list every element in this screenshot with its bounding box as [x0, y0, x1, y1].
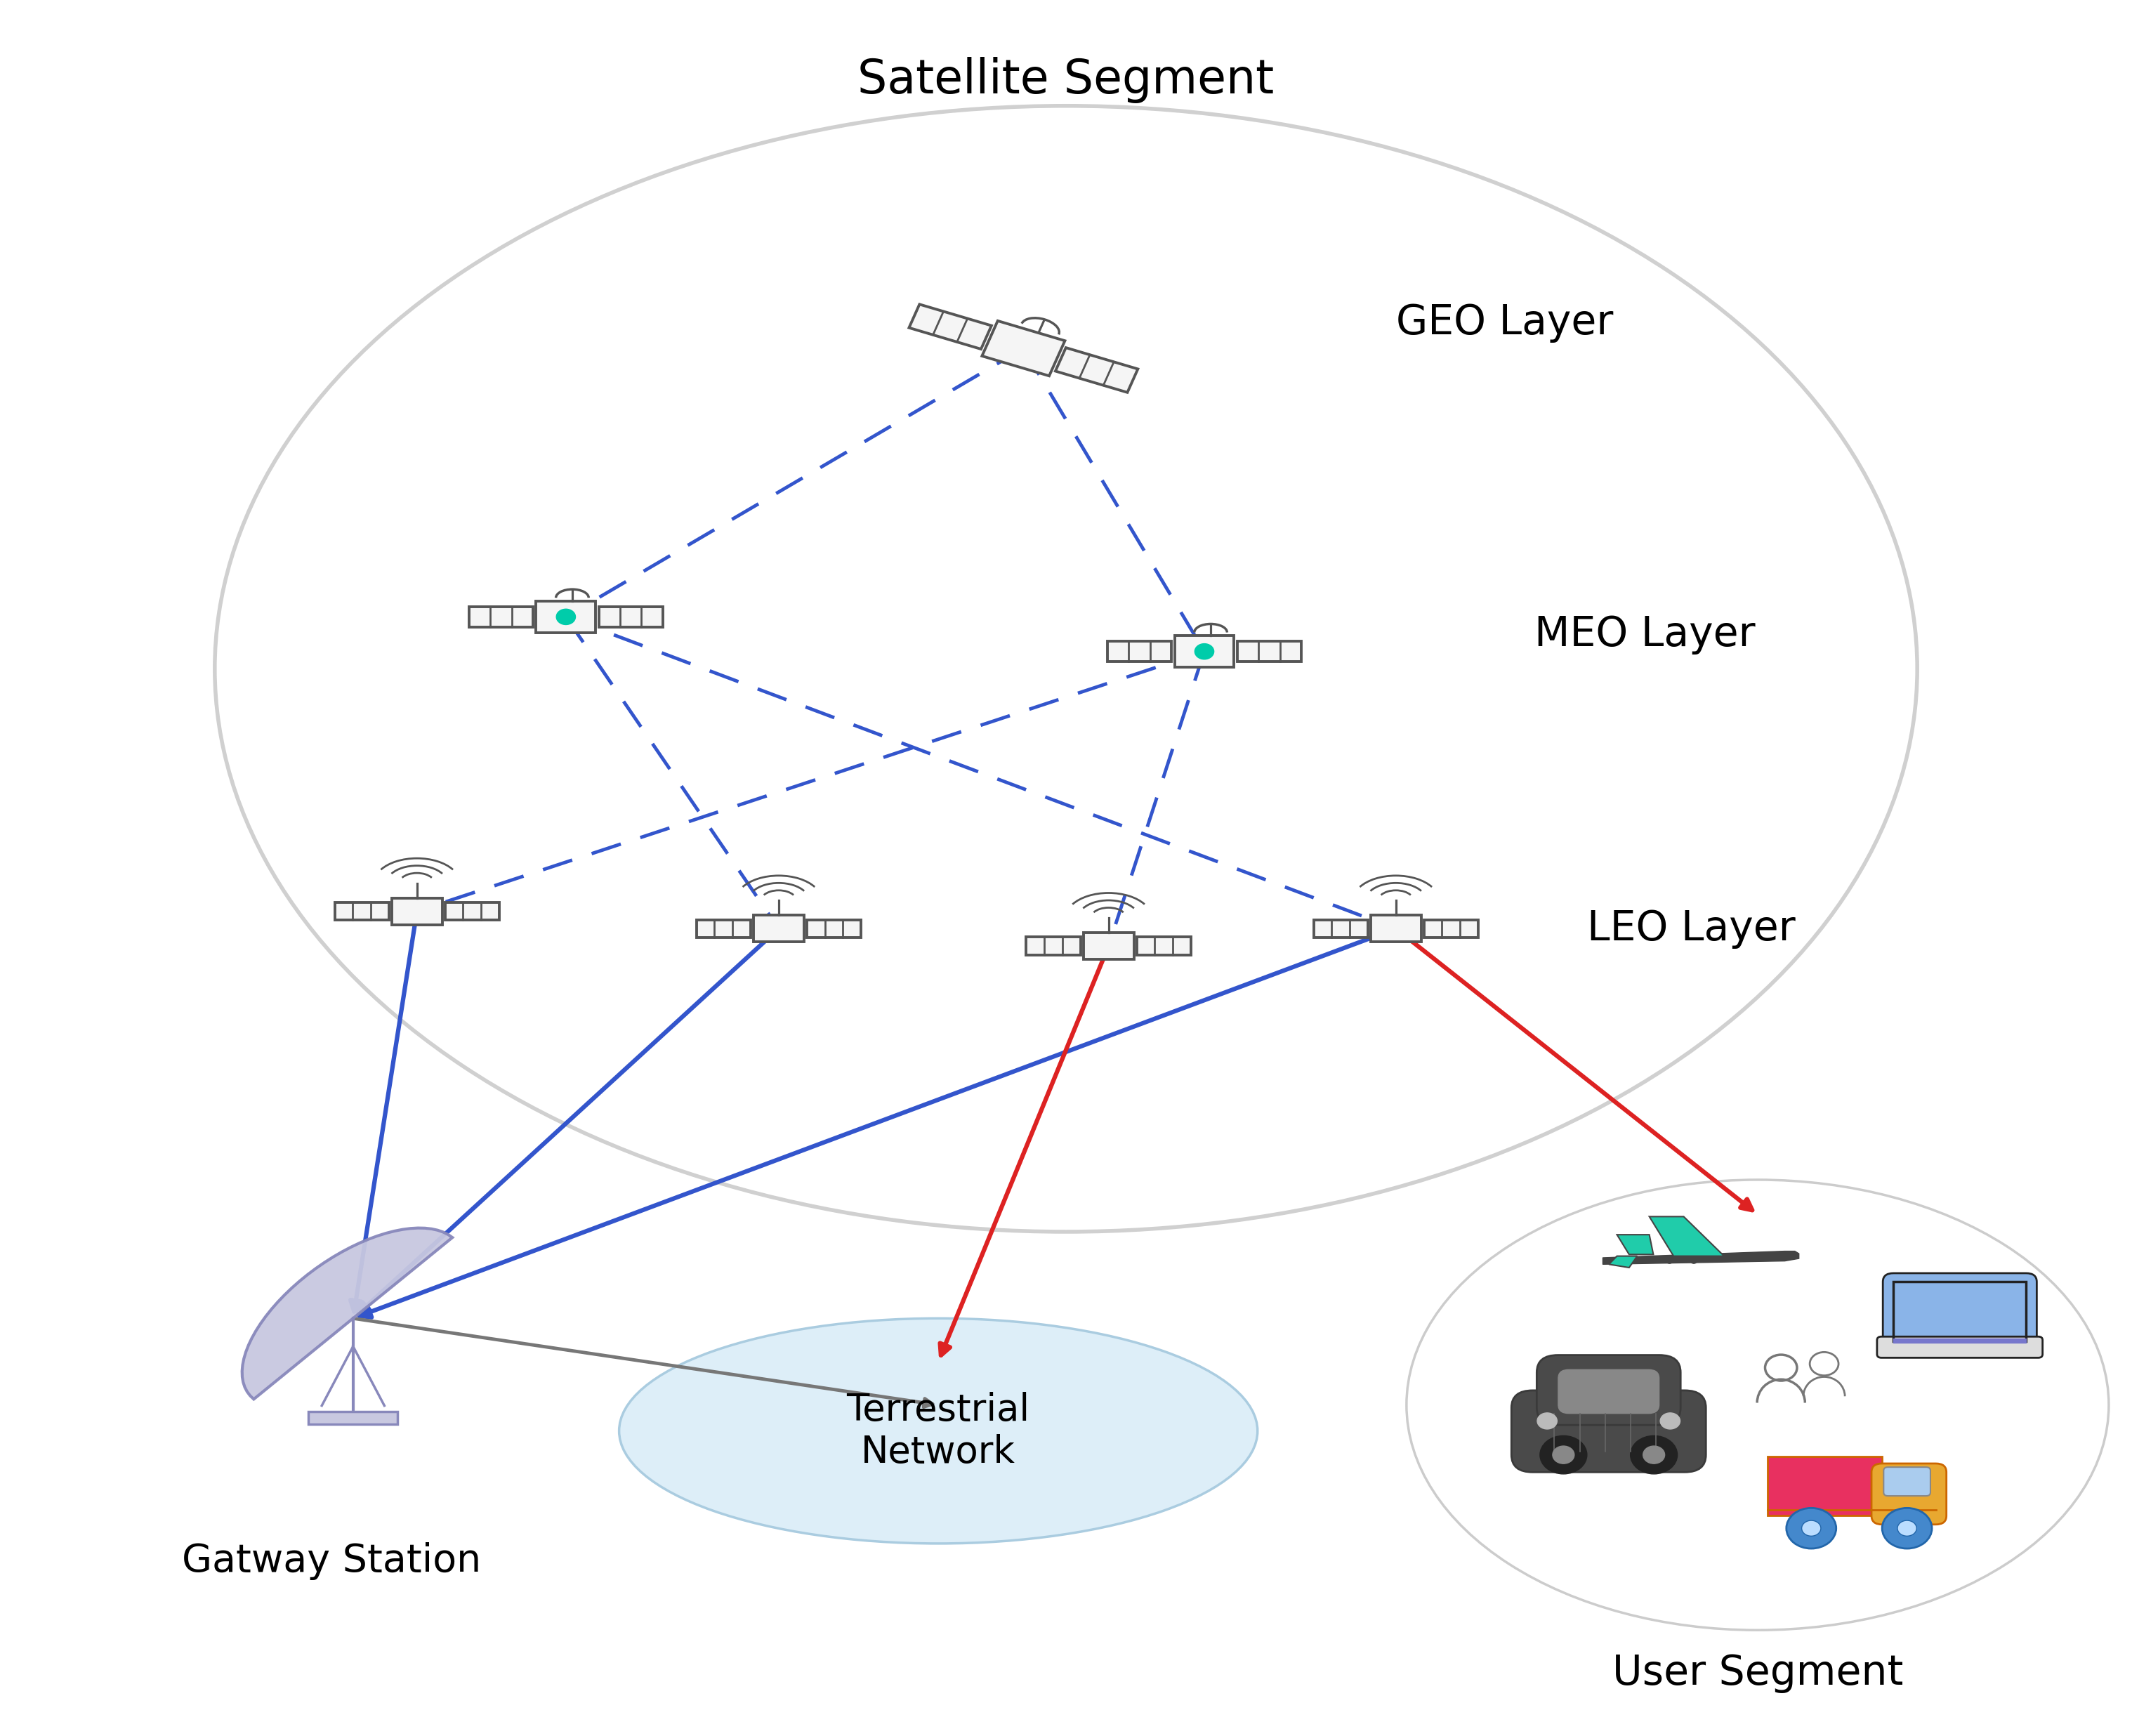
Polygon shape	[243, 1227, 452, 1399]
Polygon shape	[753, 915, 804, 943]
Polygon shape	[599, 606, 663, 627]
Circle shape	[1802, 1521, 1821, 1536]
Polygon shape	[1107, 641, 1170, 661]
Polygon shape	[1055, 347, 1138, 392]
Circle shape	[1883, 1509, 1932, 1549]
Circle shape	[1539, 1436, 1586, 1474]
Polygon shape	[1371, 915, 1422, 943]
Polygon shape	[535, 601, 595, 632]
Text: GEO Layer: GEO Layer	[1396, 302, 1614, 342]
Polygon shape	[1650, 1217, 1725, 1257]
Text: Terrestrial
Network: Terrestrial Network	[846, 1392, 1030, 1470]
Polygon shape	[806, 920, 861, 937]
Polygon shape	[469, 606, 533, 627]
Circle shape	[1194, 644, 1213, 660]
Circle shape	[1644, 1446, 1665, 1463]
Polygon shape	[1083, 932, 1134, 960]
Polygon shape	[446, 903, 499, 920]
Circle shape	[1661, 1413, 1680, 1429]
FancyBboxPatch shape	[1512, 1391, 1706, 1472]
FancyBboxPatch shape	[1883, 1272, 2036, 1351]
Text: Satellite Segment: Satellite Segment	[857, 57, 1275, 102]
Text: Gatway Station: Gatway Station	[181, 1542, 482, 1580]
Text: MEO Layer: MEO Layer	[1535, 615, 1755, 654]
FancyBboxPatch shape	[1767, 1457, 1883, 1516]
Polygon shape	[1136, 937, 1192, 955]
FancyBboxPatch shape	[1872, 1463, 1947, 1524]
Text: LEO Layer: LEO Layer	[1588, 908, 1795, 948]
Polygon shape	[1313, 920, 1369, 937]
Ellipse shape	[618, 1318, 1258, 1543]
FancyBboxPatch shape	[1876, 1337, 2042, 1358]
Polygon shape	[983, 321, 1064, 377]
Text: User Segment: User Segment	[1612, 1653, 1904, 1693]
Circle shape	[1897, 1521, 1917, 1536]
Polygon shape	[1175, 635, 1234, 667]
Polygon shape	[1424, 920, 1477, 937]
Polygon shape	[908, 304, 991, 349]
Polygon shape	[697, 920, 750, 937]
Circle shape	[1667, 1259, 1674, 1264]
Circle shape	[1537, 1413, 1556, 1429]
Circle shape	[556, 609, 576, 625]
Polygon shape	[1610, 1257, 1637, 1267]
Polygon shape	[1603, 1252, 1799, 1264]
FancyBboxPatch shape	[309, 1411, 399, 1424]
FancyBboxPatch shape	[1558, 1370, 1659, 1413]
FancyBboxPatch shape	[1883, 1467, 1929, 1496]
FancyBboxPatch shape	[1893, 1338, 2025, 1344]
Circle shape	[1631, 1436, 1678, 1474]
Polygon shape	[1237, 641, 1301, 661]
Circle shape	[1552, 1446, 1573, 1463]
Polygon shape	[335, 903, 388, 920]
Circle shape	[1691, 1259, 1697, 1264]
Polygon shape	[392, 898, 441, 925]
Circle shape	[1787, 1509, 1836, 1549]
Polygon shape	[1025, 937, 1081, 955]
Polygon shape	[1616, 1234, 1652, 1255]
FancyBboxPatch shape	[1537, 1356, 1680, 1425]
